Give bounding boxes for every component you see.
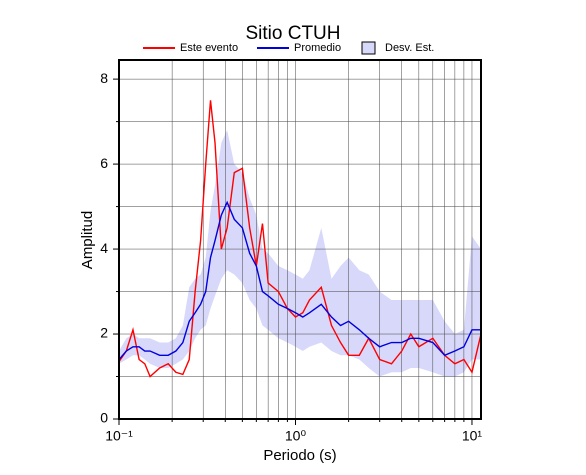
chart-title: Sitio CTUH	[245, 23, 340, 44]
y-tick-label: 4	[100, 240, 108, 256]
legend-label: Promedio	[294, 42, 341, 54]
y-tick-label: 0	[100, 410, 108, 426]
legend-label: Desv. Est.	[385, 42, 434, 54]
y-tick-label: 2	[100, 325, 108, 341]
x-axis-label: Periodo (s)	[263, 447, 336, 464]
y-tick-label: 6	[100, 155, 108, 171]
std-band	[119, 130, 481, 377]
legend-swatch	[361, 41, 376, 55]
y-tick-label: 8	[100, 70, 108, 86]
series-line	[118, 200, 481, 360]
x-tick-label: 10⁻¹	[105, 428, 133, 444]
legend-label: Este evento	[180, 42, 238, 54]
x-tick-label: 10⁰	[285, 428, 307, 444]
plot-frame	[118, 59, 482, 420]
y-axis-label: Amplitud	[79, 211, 96, 269]
series-line	[118, 100, 482, 378]
x-tick-label: 10¹	[462, 428, 483, 444]
